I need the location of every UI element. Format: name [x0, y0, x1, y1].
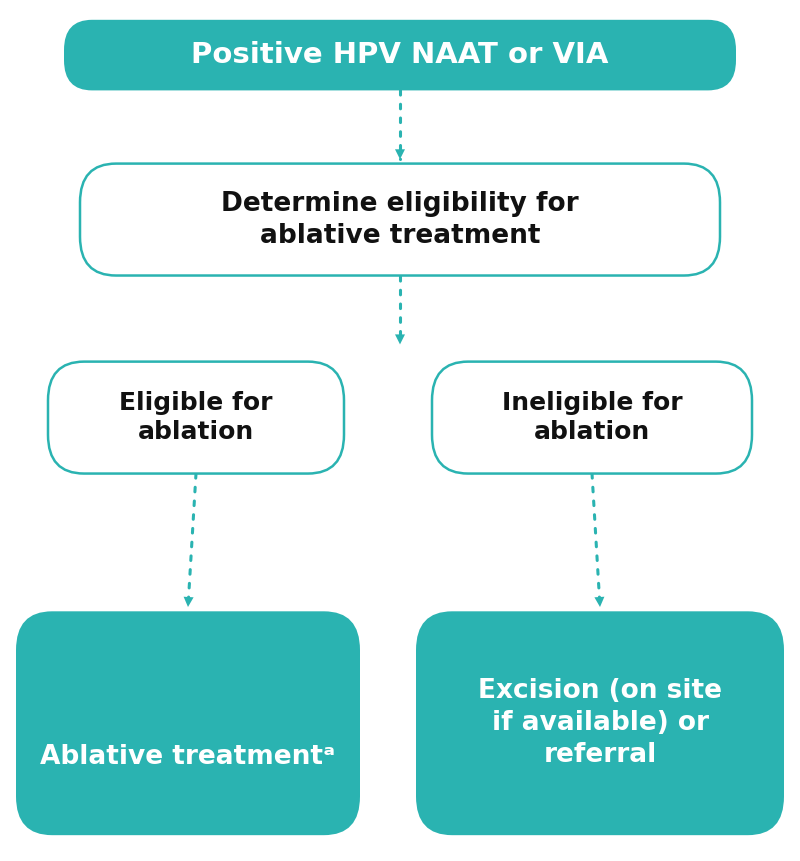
Text: Determine eligibility for
ablative treatment: Determine eligibility for ablative treat… [221, 190, 579, 249]
FancyBboxPatch shape [80, 164, 720, 276]
Text: Excision (on site
if available) or
referral: Excision (on site if available) or refer… [478, 678, 722, 768]
Text: Positive HPV NAAT or VIA: Positive HPV NAAT or VIA [191, 41, 609, 69]
Text: Ablative treatmentᵃ: Ablative treatmentᵃ [40, 744, 335, 770]
FancyBboxPatch shape [48, 362, 344, 474]
Text: Ineligible for
ablation: Ineligible for ablation [502, 391, 682, 444]
FancyBboxPatch shape [16, 611, 360, 835]
FancyBboxPatch shape [416, 611, 784, 835]
Text: Eligible for
ablation: Eligible for ablation [119, 391, 273, 444]
FancyBboxPatch shape [64, 20, 736, 90]
FancyBboxPatch shape [432, 362, 752, 474]
